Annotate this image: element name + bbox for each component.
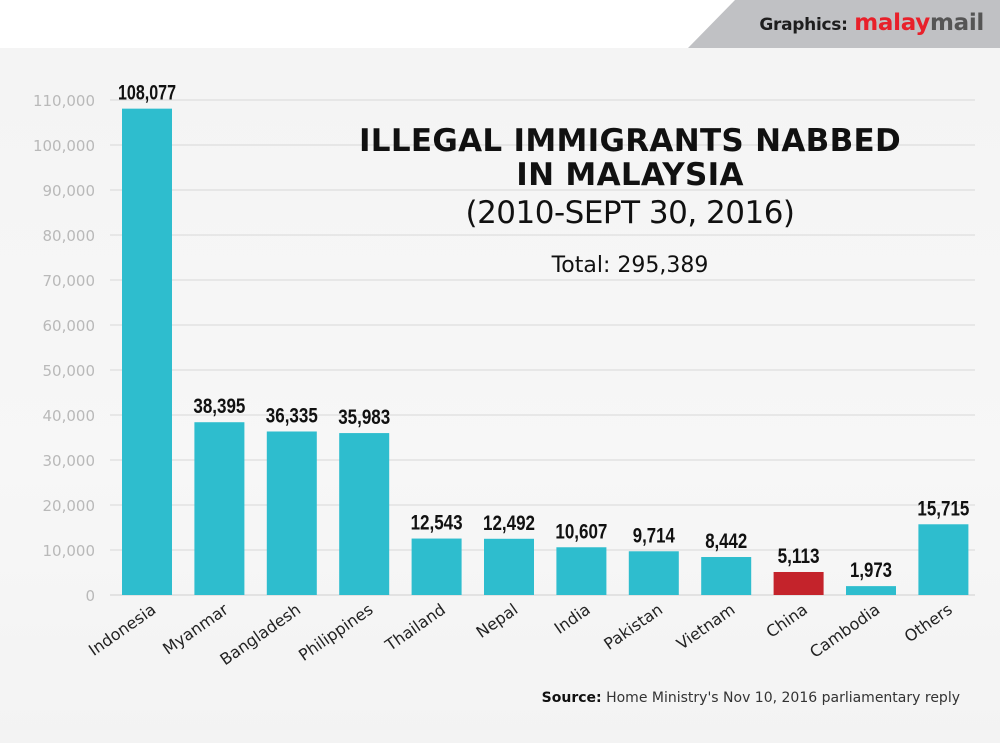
y-tick-label: 40,000 xyxy=(43,407,96,425)
x-tick-label: Philippines xyxy=(295,600,377,665)
bar-pakistan xyxy=(628,551,679,595)
chart-total: Total: 295,389 xyxy=(551,253,709,278)
bar-vietnam xyxy=(701,557,752,595)
chart-subtitle: (2010-SEPT 30, 2016) xyxy=(465,195,795,231)
y-tick-label: 10,000 xyxy=(43,542,96,560)
value-label: 12,492 xyxy=(483,512,535,535)
chart-title-line1: ILLEGAL IMMIGRANTS NABBED xyxy=(358,123,902,159)
x-tick-label: Thailand xyxy=(381,600,449,656)
bar-thailand xyxy=(411,538,462,595)
value-label: 8,442 xyxy=(705,530,747,553)
y-tick-label: 60,000 xyxy=(43,317,96,335)
bar-bangladesh xyxy=(266,431,317,595)
y-tick-label: 80,000 xyxy=(43,227,96,245)
chart-title-line2: IN MALAYSIA xyxy=(516,157,744,193)
bar-others xyxy=(918,524,969,595)
value-label: 36,335 xyxy=(266,404,318,427)
x-tick-label: Others xyxy=(901,600,956,646)
x-tick-label: Cambodia xyxy=(806,600,883,662)
source-note: Source: Home Ministry's Nov 10, 2016 par… xyxy=(542,690,960,706)
value-labels: 108,077 38,395 36,335 35,983 12,543 12,492 10,… xyxy=(118,82,970,582)
y-tick-label: 100,000 xyxy=(33,137,95,155)
branding-band: Graphics: malaymail xyxy=(0,0,1000,48)
y-axis-ticks: 0 10,000 20,000 30,000 40,000 50,000 60,000 70,… xyxy=(33,92,95,605)
value-label: 108,077 xyxy=(118,82,176,105)
x-tick-label: Bangladesh xyxy=(216,600,304,669)
y-tick-label: 0 xyxy=(85,587,95,605)
branding-band-shape xyxy=(688,0,1000,48)
bar-india xyxy=(556,547,607,595)
y-tick-label: 50,000 xyxy=(43,362,96,380)
value-label: 15,715 xyxy=(917,497,969,520)
bar-nepal xyxy=(484,538,534,595)
value-label: 12,543 xyxy=(411,512,463,535)
y-tick-label: 110,000 xyxy=(33,92,95,110)
source-label: Source: xyxy=(541,690,602,706)
bar-indonesia xyxy=(122,108,172,595)
bar-cambodia xyxy=(846,586,896,595)
y-tick-label: 90,000 xyxy=(43,182,96,200)
gridlines xyxy=(110,99,975,596)
bars xyxy=(122,108,969,595)
malaymail-logo-part2: mail xyxy=(929,10,984,36)
y-tick-label: 30,000 xyxy=(43,452,96,470)
source-text: Home Ministry's Nov 10, 2016 parliamenta… xyxy=(601,690,960,706)
graphics-label: Graphics: xyxy=(759,15,848,35)
malaymail-logo-part1: malay xyxy=(854,10,930,36)
y-tick-label: 20,000 xyxy=(43,497,96,515)
x-tick-label: Indonesia xyxy=(85,600,159,660)
bar-philippines xyxy=(339,433,390,595)
value-label: 38,395 xyxy=(193,395,245,418)
x-tick-label: India xyxy=(551,600,594,638)
value-label: 1,973 xyxy=(850,559,892,582)
value-label: 9,714 xyxy=(633,524,675,547)
x-tick-label: Vietnam xyxy=(673,600,739,654)
y-tick-label: 70,000 xyxy=(43,272,96,290)
x-tick-label: Pakistan xyxy=(600,600,666,654)
value-label: 35,983 xyxy=(338,406,390,429)
x-tick-label: China xyxy=(763,600,811,642)
branding-credit: Graphics: malaymail xyxy=(759,10,984,36)
value-label: 10,607 xyxy=(555,520,607,543)
bar-china xyxy=(773,571,824,595)
value-label: 5,113 xyxy=(778,545,820,568)
x-tick-label: Nepal xyxy=(473,600,522,642)
bar-myanmar xyxy=(194,422,245,595)
